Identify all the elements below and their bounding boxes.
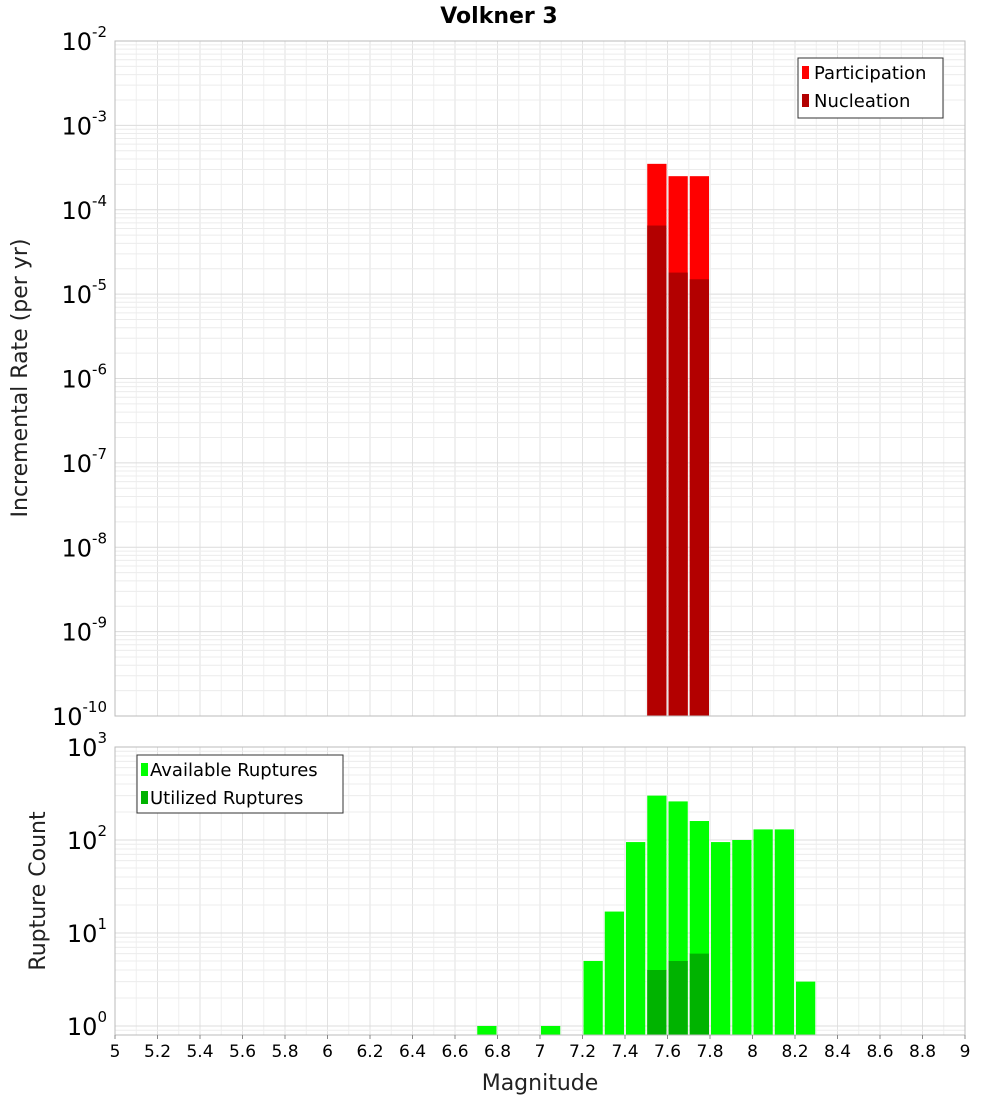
available-ruptures-bar-8-15 — [774, 829, 794, 1035]
y-tick-label: 10-10 — [52, 698, 107, 731]
available-ruptures-bar-7-25 — [583, 960, 603, 1035]
rate-legend-box — [797, 57, 944, 119]
nucleation-bar-7-55 — [647, 225, 667, 716]
count-legend-box — [136, 754, 344, 814]
y-tick-label: 103 — [67, 729, 107, 762]
y-tick-label: 10-3 — [61, 107, 107, 140]
utilized-legend-swatch — [141, 791, 148, 804]
utilized-ruptures-bar-7-75 — [689, 953, 709, 1035]
x-tick-label-8-4: 8.4 — [824, 1042, 851, 1062]
x-tick-label-5-6: 5.6 — [229, 1042, 256, 1062]
x-tick-label-6-6: 6.6 — [441, 1042, 468, 1062]
available-ruptures-bar-8-05 — [753, 829, 773, 1035]
rate-y-ticks: 10-2 10-3 10-4 10-5 10-6 10-7 10-8 10-9 10-10 — [52, 23, 107, 731]
x-tick-label-6: 6 — [322, 1042, 333, 1062]
x-tick-label-6-4: 6.4 — [399, 1042, 426, 1062]
rate-plot-border — [114, 40, 966, 717]
x-tick-label-5-8: 5.8 — [271, 1042, 298, 1062]
y-tick-label: 10-9 — [61, 614, 107, 647]
x-tick-label-6-2: 6.2 — [356, 1042, 383, 1062]
x-tick-label-8-8: 8.8 — [909, 1042, 936, 1062]
y-tick-label: 101 — [67, 915, 107, 948]
y-tick-label: 10-4 — [61, 192, 107, 225]
y-tick-label: 10-6 — [61, 361, 107, 394]
participation-legend-label: Participation — [814, 63, 926, 84]
rate-gridlines — [114, 41, 966, 717]
x-axis-label: Magnitude — [482, 1071, 599, 1096]
y-tick-label: 10-7 — [61, 445, 107, 478]
x-tick-label-5: 5 — [110, 1042, 121, 1062]
x-tick-label-8: 8 — [747, 1042, 758, 1062]
x-tick-label-7-8: 7.8 — [696, 1042, 723, 1062]
x-tick-label-8-6: 8.6 — [866, 1042, 893, 1062]
nucleation-legend-swatch — [802, 94, 809, 107]
rate-panel: 10-2 10-3 10-4 10-5 10-6 10-7 10-8 10-9 10-10 In… — [8, 23, 966, 731]
available-ruptures-bar-7-05 — [541, 1025, 561, 1035]
x-tick-label-7-2: 7.2 — [569, 1042, 596, 1062]
x-tick-label-7: 7 — [535, 1042, 546, 1062]
y-tick-label: 10-2 — [61, 23, 107, 56]
y-tick-label: 100 — [67, 1008, 107, 1041]
available-ruptures-bar-7-95 — [732, 839, 752, 1035]
x-tick-label-8-2: 8.2 — [781, 1042, 808, 1062]
available-ruptures-bar-8-25 — [796, 981, 816, 1035]
nucleation-legend-label: Nucleation — [814, 91, 910, 112]
utilized-legend-label: Utilized Ruptures — [150, 788, 303, 809]
available-ruptures-bar-7-45 — [626, 842, 646, 1035]
rate-bars — [647, 163, 709, 717]
chart-title: Volkner 3 — [440, 4, 558, 29]
y-tick-label: 10-8 — [61, 529, 107, 562]
x-tick-label-6-8: 6.8 — [484, 1042, 511, 1062]
rate-y-axis-label: Incremental Rate (per yr) — [8, 239, 33, 518]
count-bars — [477, 795, 816, 1035]
count-panel: 103 102 101 100 5 5.2 5.4 5.6 5.8 6 6.2 6.4 6.6 6.8 7… — [26, 729, 970, 1096]
nucleation-bar-7-75 — [689, 279, 709, 716]
count-y-axis-label: Rupture Count — [26, 811, 51, 971]
x-tick-label-9: 9 — [960, 1042, 971, 1062]
available-ruptures-bar-7-35 — [604, 911, 624, 1035]
y-tick-label: 10-5 — [61, 276, 107, 309]
x-tick-label-7-4: 7.4 — [611, 1042, 638, 1062]
x-tick-label-7-6: 7.6 — [654, 1042, 681, 1062]
utilized-ruptures-bar-7-55 — [647, 969, 667, 1035]
count-legend: Available Ruptures Utilized Ruptures — [136, 754, 344, 814]
magnitude-x-ticks: 5 5.2 5.4 5.6 5.8 6 6.2 6.4 6.6 6.8 7 7.2 7.4 7.6 7.8 8… — [110, 1035, 971, 1062]
available-legend-swatch — [141, 763, 148, 776]
utilized-ruptures-bar-7-65 — [668, 960, 688, 1035]
rate-legend: Participation Nucleation — [797, 57, 944, 119]
count-y-ticks: 103 102 101 100 — [67, 729, 107, 1041]
available-legend-label: Available Ruptures — [150, 760, 318, 781]
available-ruptures-bar-7-85 — [711, 842, 731, 1035]
participation-legend-swatch — [802, 66, 809, 79]
x-tick-label-5-4: 5.4 — [186, 1042, 213, 1062]
nucleation-bar-7-65 — [668, 272, 688, 716]
x-tick-label-5-2: 5.2 — [144, 1042, 171, 1062]
y-tick-label: 102 — [67, 822, 107, 855]
available-ruptures-bar-6-75 — [477, 1025, 497, 1035]
